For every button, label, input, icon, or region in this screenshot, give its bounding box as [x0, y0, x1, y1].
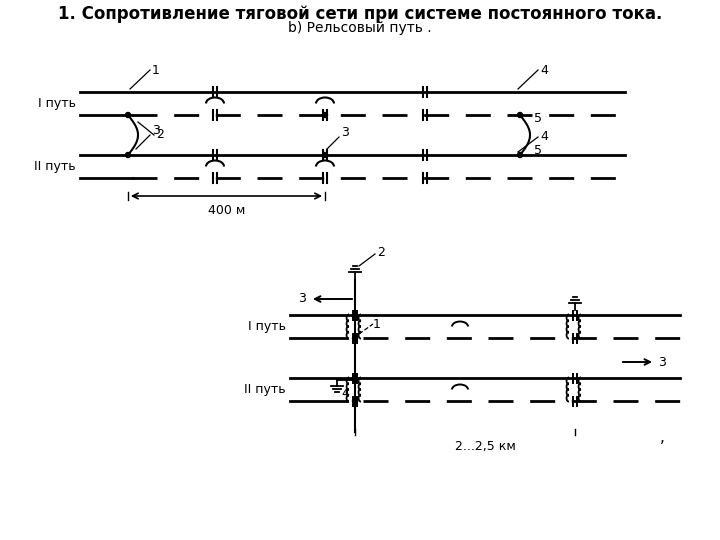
Circle shape [353, 313, 358, 318]
Text: 4: 4 [540, 64, 548, 77]
Text: 2: 2 [377, 246, 385, 259]
Text: 3: 3 [658, 355, 666, 368]
Circle shape [125, 152, 130, 158]
Text: 4: 4 [540, 131, 548, 144]
Text: 1: 1 [373, 318, 381, 330]
Circle shape [353, 399, 358, 403]
Text: I путь: I путь [38, 97, 76, 110]
Text: II путь: II путь [35, 160, 76, 173]
Circle shape [323, 152, 328, 158]
Text: 3: 3 [298, 293, 306, 306]
Text: b) Рельсовый путь .: b) Рельсовый путь . [288, 21, 432, 35]
Circle shape [125, 112, 130, 118]
Text: I путь: I путь [248, 320, 286, 333]
Text: 1. Сопротивление тяговой сети при системе постоянного тока.: 1. Сопротивление тяговой сети при систем… [58, 5, 662, 23]
Circle shape [323, 112, 328, 118]
Text: 400 м: 400 м [208, 204, 246, 217]
Text: 5: 5 [534, 112, 542, 125]
Text: 2: 2 [156, 129, 164, 141]
Text: 3: 3 [341, 126, 349, 139]
Text: 5: 5 [534, 145, 542, 158]
Text: 3: 3 [152, 125, 160, 138]
Circle shape [518, 112, 523, 118]
Text: 2...2,5 км: 2...2,5 км [454, 440, 516, 453]
Text: ,: , [660, 430, 665, 445]
Circle shape [353, 375, 358, 381]
Text: II путь: II путь [244, 383, 286, 396]
Text: 4: 4 [341, 387, 349, 400]
Circle shape [353, 335, 358, 341]
Text: 1: 1 [152, 64, 160, 77]
Circle shape [518, 152, 523, 158]
